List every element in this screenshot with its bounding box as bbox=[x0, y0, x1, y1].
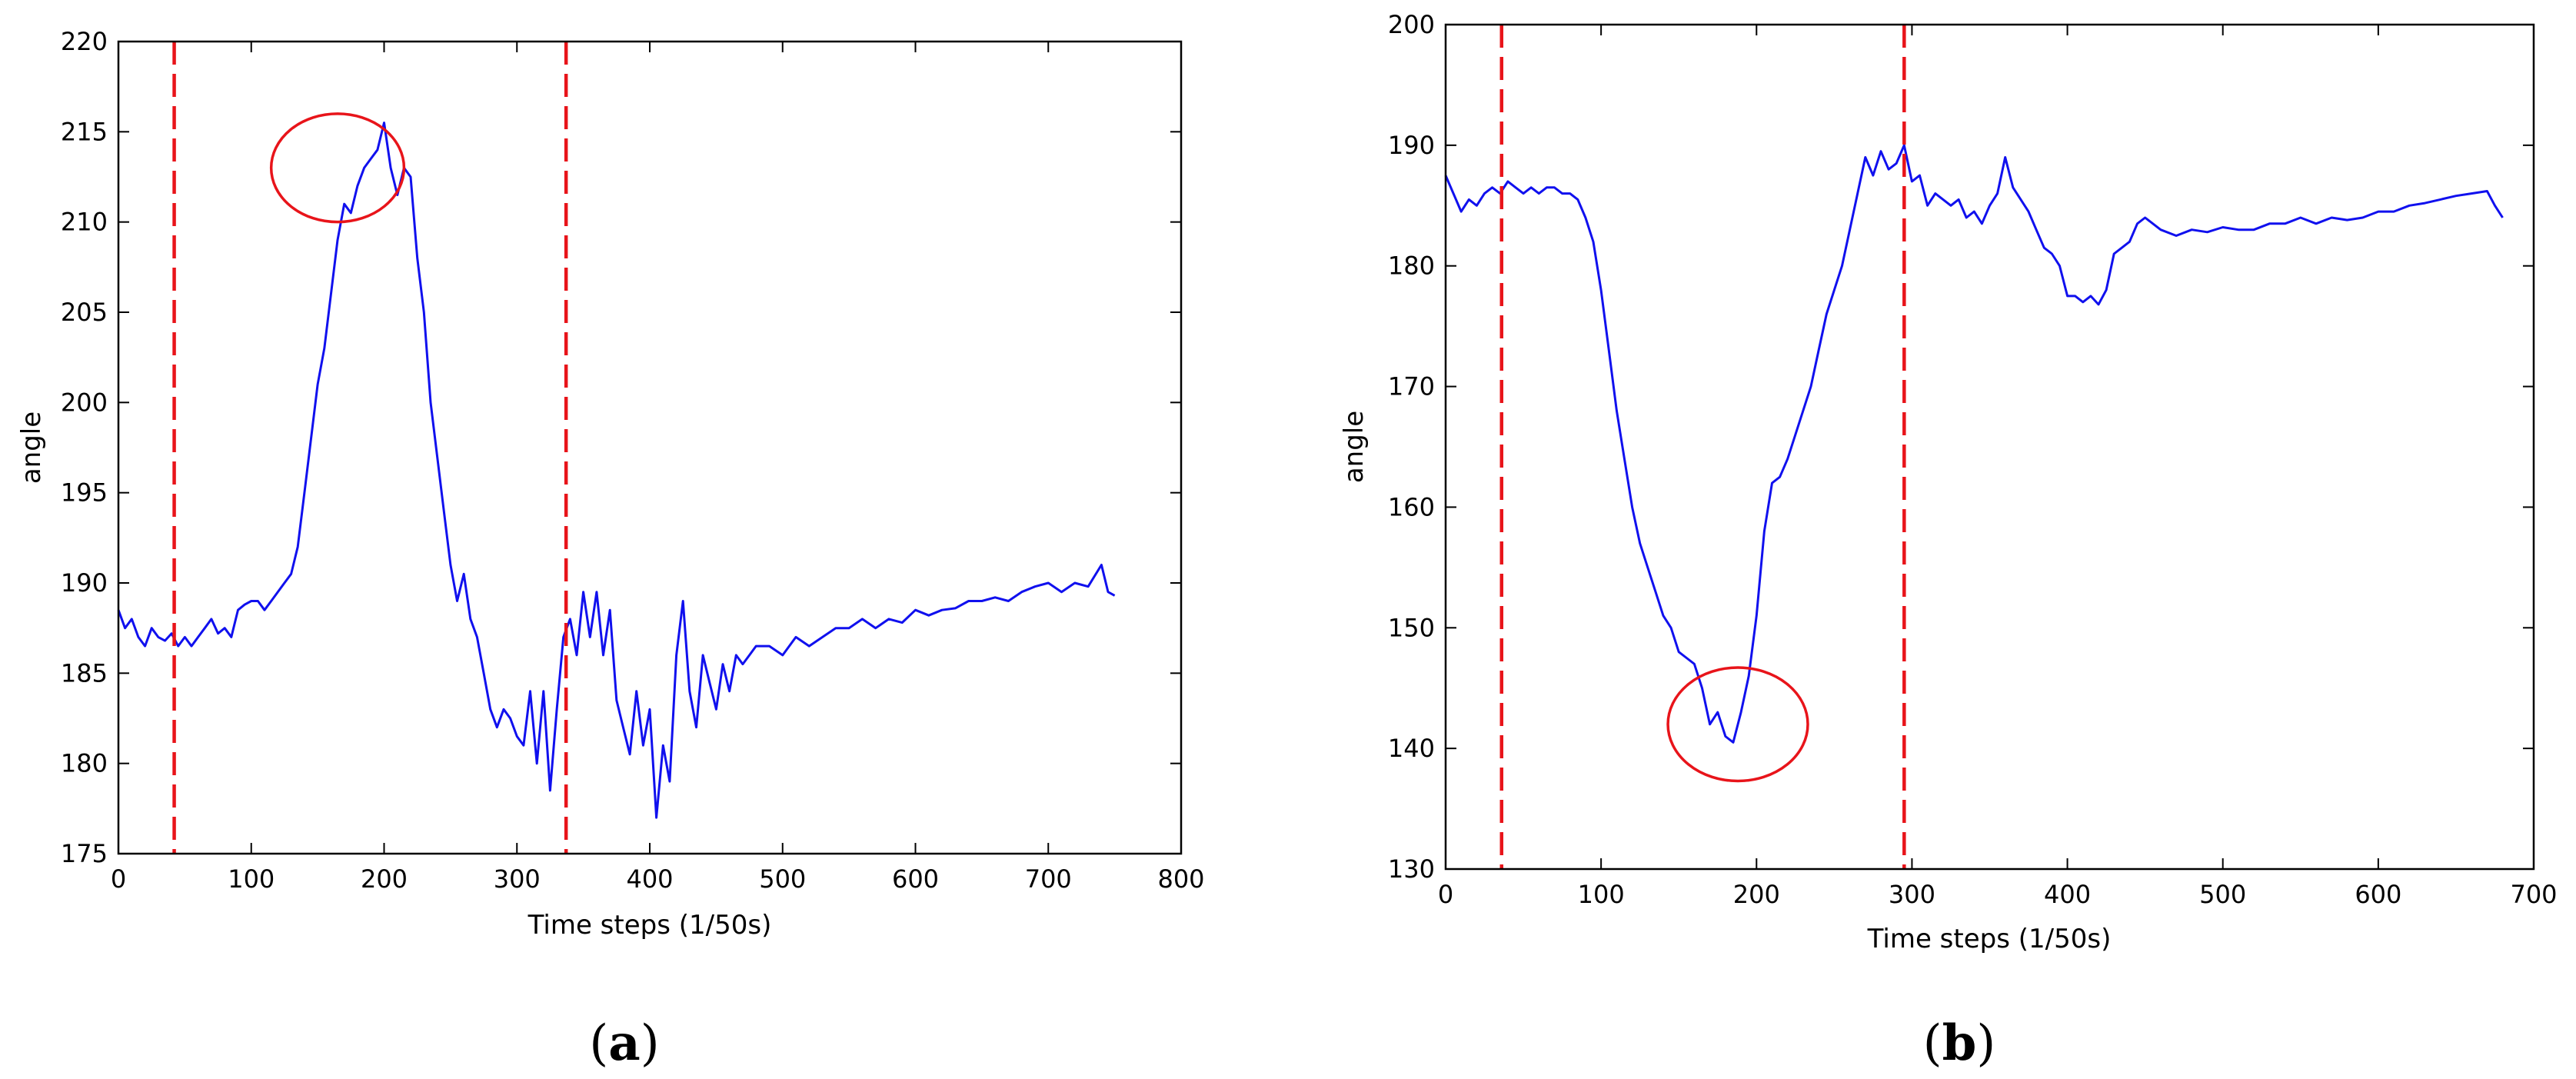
chart-a-x-tick-label: 300 bbox=[494, 864, 541, 894]
chart-a-y-tick-label: 220 bbox=[61, 27, 108, 56]
chart-b-x-tick-label: 400 bbox=[2044, 880, 2091, 909]
chart-b-frame bbox=[1444, 23, 2535, 871]
chart-a-x-tick-label: 400 bbox=[626, 864, 673, 894]
chart-a-y-tick-label: 200 bbox=[61, 388, 108, 417]
chart-a-highlight-circle bbox=[269, 112, 406, 224]
chart-b-x-tick-label: 100 bbox=[1578, 880, 1625, 909]
chart-panel-a: 0 100 200 300 400 500 600 700 800 175 180 185 190 195… bbox=[16, 27, 1205, 1072]
chart-a-y-tick-label: 185 bbox=[61, 658, 108, 688]
chart-a-x-tick-label: 0 bbox=[111, 864, 126, 894]
chart-b-marks bbox=[1444, 25, 2504, 869]
chart-b-x-tick-label: 700 bbox=[2510, 880, 2557, 909]
chart-b-x-tick-label: 500 bbox=[2199, 880, 2246, 909]
chart-a-y-tick-label: 210 bbox=[61, 208, 108, 237]
chart-a-x-tick-label: 600 bbox=[892, 864, 939, 894]
chart-a-marks bbox=[117, 42, 1116, 854]
chart-b-x-tick-label: 200 bbox=[1733, 880, 1780, 909]
chart-b-panel-label: (b) bbox=[1923, 1014, 1996, 1072]
chart-b-y-tick-label: 200 bbox=[1388, 10, 1435, 39]
chart-b-y-tick-label: 170 bbox=[1388, 372, 1435, 401]
chart-a-y-tick-label: 175 bbox=[61, 839, 108, 868]
chart-a-y-tick-label: 215 bbox=[61, 117, 108, 146]
chart-b-y-tick-label: 140 bbox=[1388, 734, 1435, 763]
chart-panel-b: 0 100 200 300 400 500 600 700 130 140 150 160 170 180… bbox=[1339, 10, 2558, 1072]
chart-b-xlabel: Time steps (1/50s) bbox=[1867, 924, 2112, 954]
chart-a-xlabel: Time steps (1/50s) bbox=[528, 910, 772, 941]
chart-b-x-tick-label: 300 bbox=[1889, 880, 1935, 909]
chart-a-x-tick-label: 200 bbox=[361, 864, 408, 894]
chart-b-y-tick-label: 150 bbox=[1388, 613, 1435, 642]
chart-a-y-tick-label: 180 bbox=[61, 749, 108, 778]
chart-a-series-line-0 bbox=[117, 122, 1116, 819]
chart-b-highlight-circle bbox=[1666, 666, 1809, 783]
chart-a-panel-label: (a) bbox=[589, 1014, 659, 1072]
chart-b-series-line-0 bbox=[1444, 144, 2504, 744]
chart-b-y-tick-label: 160 bbox=[1388, 492, 1435, 521]
chart-b-x-tick-label: 0 bbox=[1438, 880, 1453, 909]
chart-a-y-tick-label: 195 bbox=[61, 478, 108, 508]
chart-a-x-tick-label: 500 bbox=[759, 864, 806, 894]
chart-b-ticks: 0 100 200 300 400 500 600 700 130 140 150 160 170 180… bbox=[1388, 10, 2558, 909]
chart-a-frame bbox=[117, 40, 1183, 855]
chart-a-ticks: 0 100 200 300 400 500 600 700 800 175 180 185 190 195… bbox=[61, 27, 1205, 894]
chart-a-y-tick-label: 190 bbox=[61, 568, 108, 598]
chart-b-y-tick-label: 130 bbox=[1388, 854, 1435, 884]
chart-b-x-tick-label: 600 bbox=[2355, 880, 2401, 909]
chart-b-y-tick-label: 190 bbox=[1388, 131, 1435, 160]
chart-a-y-tick-label: 205 bbox=[61, 298, 108, 327]
chart-a-x-tick-label: 800 bbox=[1157, 864, 1204, 894]
chart-a-x-tick-label: 700 bbox=[1025, 864, 1072, 894]
chart-b-ylabel: angle bbox=[1339, 411, 1370, 483]
chart-b-y-tick-label: 180 bbox=[1388, 251, 1435, 281]
chart-a-x-tick-label: 100 bbox=[228, 864, 275, 894]
chart-a-ylabel: angle bbox=[16, 411, 47, 484]
